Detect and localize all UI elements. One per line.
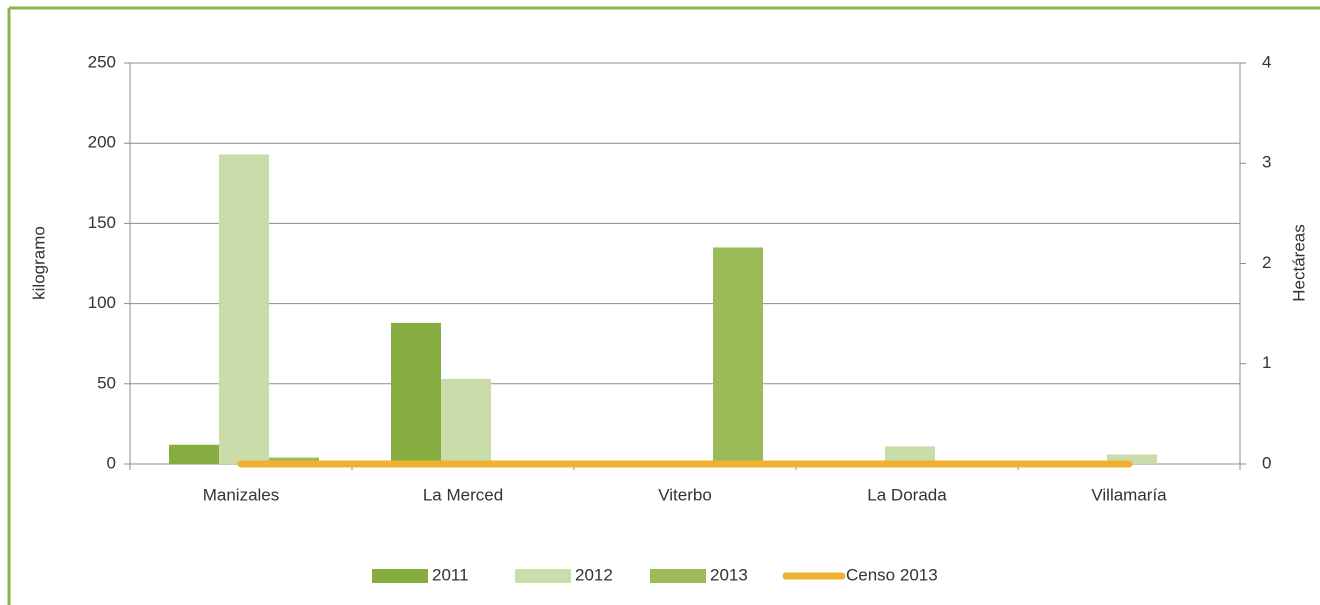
y-tick-label: 100 <box>88 293 116 312</box>
y-tick-label: 250 <box>88 52 116 71</box>
legend-label: 2012 <box>575 565 613 584</box>
legend-swatch <box>515 569 571 583</box>
legend-label: 2013 <box>710 565 748 584</box>
y2-tick-label: 0 <box>1262 453 1271 472</box>
bar <box>1107 454 1157 464</box>
legend-label: 2011 <box>432 565 469 584</box>
bar <box>391 322 441 464</box>
y2-tick-label: 3 <box>1262 153 1271 172</box>
y2-tick-label: 4 <box>1262 52 1271 71</box>
legend-swatch <box>372 569 428 583</box>
y2-tick-label: 2 <box>1262 253 1271 272</box>
x-tick-label: Manizales <box>203 485 280 504</box>
legend-swatch <box>650 569 706 583</box>
x-tick-label: La Merced <box>423 485 503 504</box>
bar <box>441 378 491 464</box>
y2-tick-label: 1 <box>1262 353 1271 372</box>
x-tick-label: Viterbo <box>658 485 712 504</box>
bar <box>169 444 219 464</box>
y-axis-label: kilogramo <box>29 226 48 300</box>
y2-axis-label: Hectáreas <box>1289 224 1308 301</box>
y-tick-label: 0 <box>107 453 116 472</box>
bar <box>713 247 763 464</box>
x-tick-label: Villamaría <box>1091 485 1167 504</box>
y-tick-label: 200 <box>88 133 116 152</box>
y-tick-label: 50 <box>97 373 116 392</box>
legend-label: Censo 2013 <box>846 565 938 584</box>
y-tick-label: 150 <box>88 213 116 232</box>
bar <box>885 446 935 464</box>
bar <box>219 154 269 465</box>
x-tick-label: La Dorada <box>867 485 947 504</box>
